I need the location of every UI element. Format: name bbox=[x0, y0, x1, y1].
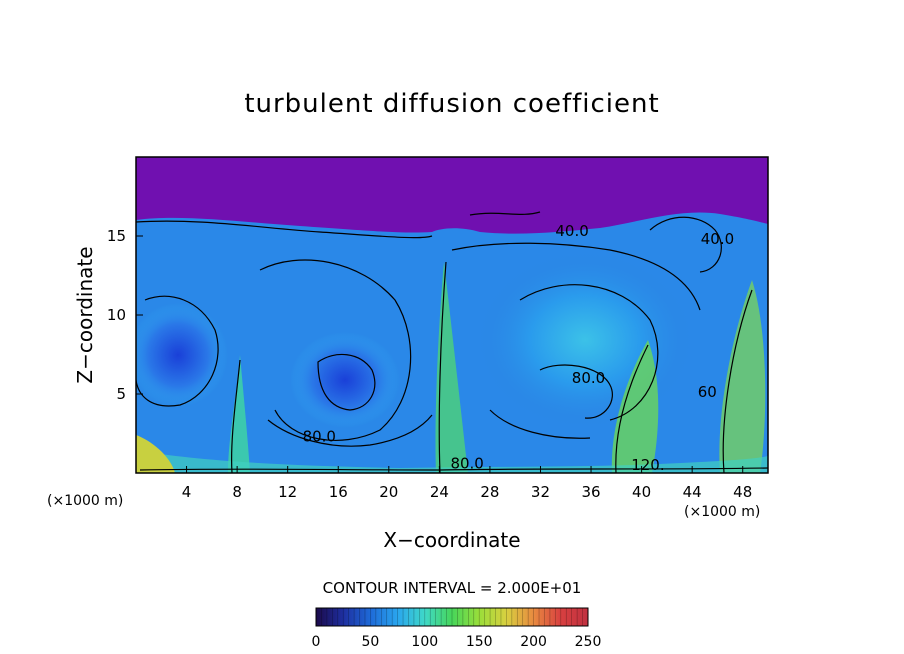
colorbar-gradient bbox=[315, 607, 589, 627]
contour-label: 80.0 bbox=[303, 427, 336, 445]
x-tick-label: 28 bbox=[480, 483, 499, 501]
field-heatmap: 80.0 80.0 40.0 80.0 120. 40.0 60 bbox=[136, 157, 768, 474]
colorbar-tick-label: 50 bbox=[361, 634, 379, 650]
colorbar-tick-label: 100 bbox=[411, 634, 438, 650]
contour-label: 40.0 bbox=[701, 230, 734, 248]
colorbar-tick-label: 0 bbox=[312, 634, 321, 650]
x-tick-label: 20 bbox=[379, 483, 398, 501]
field-bottom-band bbox=[136, 450, 768, 473]
x-axis-label: X−coordinate bbox=[383, 528, 520, 552]
field-eddy-center bbox=[290, 332, 400, 428]
contour-label: 120. bbox=[631, 456, 664, 474]
colorbar-stripes bbox=[321, 608, 583, 626]
field-plume-1 bbox=[228, 355, 250, 473]
colorbar-tick-label: 150 bbox=[466, 634, 493, 650]
colorbar-ticks: 0 50 100 150 200 250 bbox=[312, 634, 602, 650]
field-corner bbox=[136, 435, 175, 473]
field-plume-2 bbox=[435, 262, 468, 473]
colorbar-tick-label: 200 bbox=[520, 634, 547, 650]
x-tick-label: 48 bbox=[733, 483, 752, 501]
contour-label: 80.0 bbox=[450, 454, 483, 472]
contour-interval-label: CONTOUR INTERVAL = 2.000E+01 bbox=[323, 579, 582, 597]
x-tick-label: 8 bbox=[232, 483, 242, 501]
x-tick-label: 32 bbox=[531, 483, 550, 501]
y-tick-label: 15 bbox=[107, 227, 126, 245]
contour-label: 40.0 bbox=[555, 222, 588, 240]
field-plume-4 bbox=[719, 280, 766, 473]
colorbar-tick-label: 250 bbox=[575, 634, 602, 650]
x-tick-label: 24 bbox=[430, 483, 449, 501]
x-tick-label: 44 bbox=[683, 483, 702, 501]
x-axis-right-unit: (×1000 m) bbox=[684, 504, 760, 520]
field-eddy-right bbox=[475, 250, 695, 430]
x-axis-left-unit: (×1000 m) bbox=[47, 493, 123, 509]
contour-lines bbox=[136, 211, 768, 473]
y-axis: 5 10 15 bbox=[107, 227, 143, 403]
contour-label-group: 80.0 80.0 40.0 80.0 120. 40.0 60 bbox=[303, 222, 735, 474]
chart-title: turbulent diffusion coefficient bbox=[244, 89, 659, 119]
contour-label: 60 bbox=[698, 383, 717, 401]
contour-label: 80.0 bbox=[572, 369, 605, 387]
colorbar: 0 50 100 150 200 250 bbox=[312, 607, 602, 650]
x-tick-label: 4 bbox=[182, 483, 192, 501]
x-axis: 4 8 12 16 20 24 28 32 36 40 44 48 bbox=[182, 466, 752, 501]
y-axis-label: Z−coordinate bbox=[73, 246, 97, 383]
x-tick-label: 40 bbox=[632, 483, 651, 501]
y-tick-label: 10 bbox=[107, 306, 126, 324]
x-tick-label: 16 bbox=[329, 483, 348, 501]
x-tick-label: 36 bbox=[581, 483, 600, 501]
y-tick-label: 5 bbox=[116, 385, 126, 403]
field-eddy-left bbox=[136, 303, 228, 407]
x-tick-label: 12 bbox=[278, 483, 297, 501]
